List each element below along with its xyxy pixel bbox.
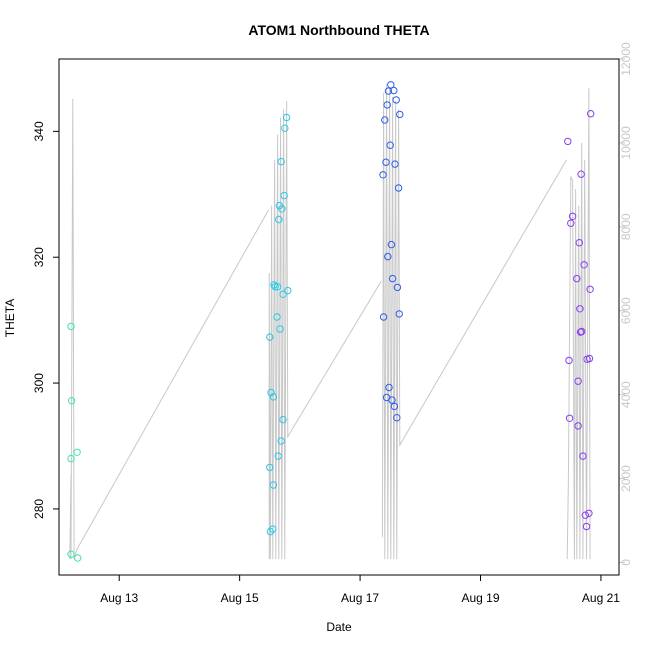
scatter-point-s4-13	[578, 327, 586, 336]
scatter-point-s4-6	[573, 274, 581, 283]
scatter-point-s2-20	[279, 290, 287, 298]
x-tick-label-3: Aug 17	[341, 591, 379, 605]
scatter-point-s2-13	[275, 215, 283, 224]
x-tick-label-4: Aug 19	[461, 591, 499, 605]
scatter-point-s1-6	[74, 554, 82, 562]
y2-tick-label-4: 6000	[619, 297, 633, 324]
scatter-point-s3-2	[379, 313, 388, 321]
y-tick-label-3: 320	[32, 247, 46, 267]
scatter-point-s2-16	[277, 437, 285, 445]
scatter-point-s2-11	[273, 313, 281, 321]
scatter-point-s3-14	[388, 274, 397, 283]
chart-title: ATOM1 Northbound THETA	[248, 22, 429, 38]
scatter-point-s2-4	[266, 527, 275, 536]
scatter-point-s2-17	[277, 157, 285, 166]
y2-tick-label-5: 8000	[619, 213, 633, 240]
scatter-point-s2-8	[270, 281, 278, 289]
scatter-point-s3-13	[388, 396, 396, 404]
plot-frame	[58, 58, 620, 576]
y2-tick-label-6: 10000	[619, 126, 633, 160]
scatter-point-s3-8	[384, 87, 393, 95]
y2-tick-label-7: 12000	[619, 42, 633, 76]
scatter-point-s3-20	[393, 283, 402, 292]
x-tick-label-2: Aug 15	[221, 591, 259, 605]
right-axis-line-series	[69, 84, 591, 560]
scatter-point-s3-17	[391, 160, 399, 168]
scatter-point-s3-4	[382, 158, 390, 166]
scatter-point-s4-16	[581, 511, 589, 519]
scatter-point-s2-1	[266, 333, 274, 341]
scatter-point-s4-19	[585, 509, 593, 517]
scatter-point-s4-21	[586, 285, 594, 293]
scatter-point-s4-20	[585, 354, 594, 363]
scatter-point-s3-1	[379, 171, 387, 179]
scatter-point-s1-3	[67, 454, 75, 463]
y-axis-label: THETA	[3, 299, 17, 337]
scatter-point-s3-9	[385, 383, 393, 392]
scatter-point-s3-10	[386, 141, 394, 149]
scatter-point-s2-3	[267, 388, 275, 397]
scatter-point-s2-6	[269, 481, 278, 489]
scatter-point-s3-19	[393, 414, 401, 422]
y2-tick-label-2: 2000	[619, 465, 633, 492]
scatter-point-s4-10	[576, 305, 584, 313]
scatter-point-s1-4	[67, 550, 75, 558]
scatter-point-s4-2	[565, 356, 573, 365]
scatter-point-s1-2	[67, 397, 76, 405]
line-segment-1	[69, 98, 269, 560]
scatter-point-s4-12	[577, 170, 585, 178]
y2-tick-label-3: 4000	[619, 381, 633, 408]
x-tick-label-5: Aug 21	[582, 591, 620, 605]
y2-tick-label-1: 0	[619, 559, 633, 566]
scatter-point-s3-21	[394, 184, 403, 192]
scatter-point-s4-17	[582, 522, 591, 531]
scatter-point-s2-22	[281, 124, 289, 132]
scatter-point-s2-2	[266, 463, 274, 472]
scatter-point-s4-5	[568, 212, 577, 221]
scatter-point-s2-5	[269, 525, 277, 533]
scatter-point-s1-1	[67, 322, 75, 331]
scatter-point-s3-12	[387, 240, 396, 249]
y-tick-label-1: 280	[32, 499, 46, 519]
scatter-point-s3-16	[390, 402, 399, 411]
y-tick-label-4: 340	[32, 121, 46, 141]
scatter-point-s2-18	[278, 205, 286, 213]
scatter-point-s4-7	[574, 377, 582, 385]
scatter-point-s2-7	[269, 393, 278, 401]
scatter-point-s2-9	[271, 283, 279, 291]
scatter-point-s4-22	[587, 110, 595, 118]
line-segment-2	[268, 100, 382, 560]
scatter-points	[67, 81, 595, 562]
scatter-point-s2-21	[280, 191, 288, 200]
scatter-point-s2-23	[282, 113, 291, 122]
scatter-point-s2-24	[284, 286, 292, 295]
scatter-point-s4-9	[575, 239, 583, 247]
y-tick-label-2: 300	[32, 373, 46, 393]
line-segment-3	[381, 84, 568, 560]
scatter-point-s1-5	[73, 448, 81, 456]
scatter-point-s4-1	[564, 137, 572, 146]
scatter-point-s3-7	[384, 252, 392, 261]
scatter-point-s2-12	[274, 452, 282, 460]
scatter-point-s3-3	[381, 116, 389, 124]
scatter-point-s3-15	[390, 86, 398, 95]
scatter-point-s2-10	[273, 283, 282, 291]
scatter-point-s3-23	[395, 310, 403, 318]
scatter-point-s3-11	[387, 81, 395, 89]
line-segment-4	[566, 88, 591, 560]
scatter-point-s4-14	[579, 452, 587, 460]
scatter-point-s3-18	[392, 96, 400, 104]
scatter-point-s2-19	[279, 415, 287, 424]
scatter-point-s4-8	[574, 422, 582, 430]
scatter-point-s4-3	[565, 414, 574, 422]
scatter-point-s3-22	[396, 110, 404, 119]
x-tick-label-1: Aug 13	[100, 591, 138, 605]
scatter-point-s4-15	[580, 261, 588, 269]
scatter-point-s3-6	[383, 101, 391, 109]
scatter-point-s2-15	[276, 325, 284, 333]
x-axis-label: Date	[326, 620, 352, 634]
scatter-point-s4-4	[567, 219, 575, 227]
